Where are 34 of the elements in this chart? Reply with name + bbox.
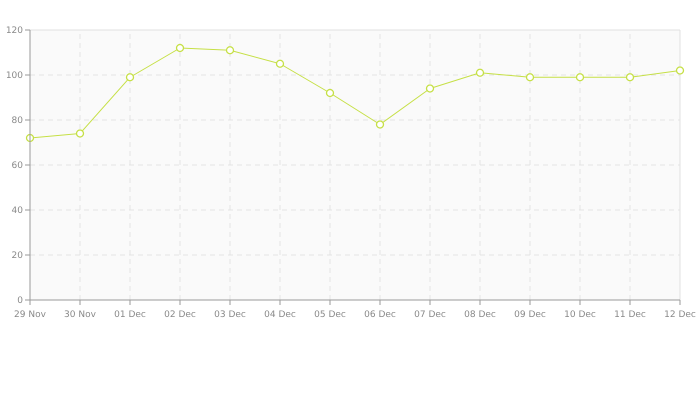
point (526, 73, 534, 82)
x-tick-label: 03 Dec (214, 310, 246, 320)
point (676, 66, 684, 75)
x-tick-label: 30 Nov (64, 310, 97, 320)
y-tick-label: 0 (17, 296, 24, 306)
point (376, 120, 384, 129)
y-tick-label: 100 (6, 71, 24, 82)
x-tick-label: 04 Dec (264, 310, 296, 320)
y-tick-label: 60 (12, 161, 24, 172)
x-tick-label: 06 Dec (364, 310, 396, 320)
point (76, 129, 84, 138)
point (126, 73, 134, 82)
point (276, 60, 284, 68)
point (176, 44, 184, 52)
point (476, 68, 484, 77)
y-tick-label: 80 (12, 116, 24, 126)
y-tick-label: 120 (6, 26, 24, 36)
x-tick-label: 10 Dec (564, 310, 596, 320)
x-tick-label: 08 Dec (464, 310, 496, 320)
y-tick-label: 20 (12, 251, 24, 262)
point (226, 46, 234, 54)
x-tick-label: 09 Dec (514, 310, 546, 320)
point (576, 73, 584, 82)
x-tick-label: 29 Nov (14, 310, 47, 320)
point (626, 73, 634, 82)
point (426, 84, 434, 93)
x-tick-label: 02 Dec (164, 310, 196, 320)
x-tick-label: 07 Dec (414, 310, 446, 320)
point (326, 88, 334, 98)
x-tick-label: 12 Dec (664, 310, 696, 320)
x-tick-label: 01 Dec (114, 310, 146, 320)
x-tick-label: 11 Dec (614, 310, 646, 320)
y-tick-label: 40 (12, 206, 24, 216)
x-tick-label: 05 Dec (314, 310, 346, 320)
